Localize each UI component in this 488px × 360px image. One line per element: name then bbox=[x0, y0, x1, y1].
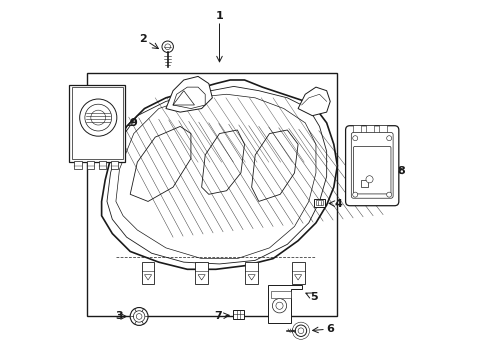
Circle shape bbox=[91, 110, 105, 125]
Polygon shape bbox=[195, 262, 207, 284]
Bar bbox=[313, 199, 324, 207]
Bar bbox=[378, 125, 386, 132]
Polygon shape bbox=[142, 262, 154, 284]
Circle shape bbox=[133, 311, 144, 322]
Circle shape bbox=[130, 307, 148, 325]
Bar bbox=[233, 310, 244, 319]
Polygon shape bbox=[267, 285, 301, 323]
Circle shape bbox=[352, 136, 357, 141]
Circle shape bbox=[164, 44, 170, 50]
Polygon shape bbox=[291, 262, 304, 284]
Text: 1: 1 bbox=[215, 11, 223, 21]
Text: 2: 2 bbox=[139, 34, 146, 44]
Circle shape bbox=[365, 176, 372, 183]
Bar bbox=[315, 201, 323, 205]
Text: 4: 4 bbox=[333, 199, 341, 209]
Text: 5: 5 bbox=[310, 292, 317, 302]
Circle shape bbox=[386, 192, 391, 197]
Circle shape bbox=[136, 314, 142, 319]
Bar bbox=[360, 180, 367, 187]
Polygon shape bbox=[244, 262, 258, 284]
Bar bbox=[365, 125, 373, 132]
Circle shape bbox=[298, 328, 303, 334]
Bar bbox=[71, 87, 122, 159]
Bar bbox=[86, 161, 94, 169]
Bar bbox=[87, 73, 337, 316]
Circle shape bbox=[80, 99, 117, 136]
Polygon shape bbox=[102, 80, 337, 269]
Text: 3: 3 bbox=[116, 311, 123, 321]
Circle shape bbox=[295, 325, 306, 337]
Bar bbox=[353, 125, 361, 132]
Text: 7: 7 bbox=[213, 311, 221, 321]
Circle shape bbox=[386, 136, 391, 141]
FancyBboxPatch shape bbox=[353, 147, 390, 194]
Polygon shape bbox=[165, 76, 212, 112]
Text: 6: 6 bbox=[325, 324, 333, 334]
Circle shape bbox=[85, 104, 111, 131]
Text: 9: 9 bbox=[129, 118, 138, 128]
FancyBboxPatch shape bbox=[345, 126, 398, 206]
Circle shape bbox=[352, 192, 357, 197]
Bar bbox=[271, 291, 290, 298]
Text: 8: 8 bbox=[397, 166, 405, 176]
Circle shape bbox=[272, 298, 286, 313]
Circle shape bbox=[162, 41, 173, 53]
Bar bbox=[69, 85, 124, 162]
Bar bbox=[111, 161, 118, 169]
Circle shape bbox=[275, 302, 283, 309]
Polygon shape bbox=[298, 87, 329, 116]
Bar bbox=[99, 161, 106, 169]
Bar bbox=[74, 161, 81, 169]
